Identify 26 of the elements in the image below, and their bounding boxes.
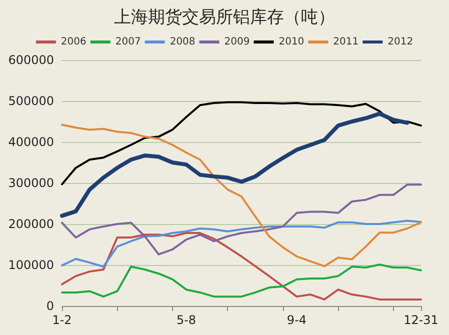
line-series xyxy=(61,124,422,268)
legend-label: 2012 xyxy=(388,36,414,48)
line-series xyxy=(61,184,422,256)
y-tick-label: 600000 xyxy=(8,53,54,67)
x-tick-label: 9-4 xyxy=(286,313,307,327)
chart-title: 上海期货交易所铝库存（吨） xyxy=(114,8,335,28)
y-tick-label: 0 xyxy=(46,299,54,313)
x-tick-label: 5-8 xyxy=(176,313,196,327)
y-tick-label: 500000 xyxy=(8,94,54,108)
x-tick-label: 12-31 xyxy=(404,313,438,327)
line-series xyxy=(60,112,410,218)
legend-label: 2010 xyxy=(278,36,304,48)
y-tick-label: 300000 xyxy=(8,176,54,190)
legend-label: 2007 xyxy=(115,36,141,48)
y-tick-label: 100000 xyxy=(8,258,54,272)
legend-label: 2006 xyxy=(60,36,86,48)
line-series xyxy=(61,220,422,268)
line-series xyxy=(61,232,422,300)
y-tick-label: 200000 xyxy=(8,217,54,231)
legend-label: 2009 xyxy=(224,36,250,48)
line-series xyxy=(61,264,422,298)
legend-label: 2008 xyxy=(170,36,196,48)
x-tick-label: 1-2 xyxy=(52,313,72,327)
line-series xyxy=(61,101,422,186)
legend-label: 2011 xyxy=(333,36,359,48)
y-tick-label: 400000 xyxy=(8,135,54,149)
